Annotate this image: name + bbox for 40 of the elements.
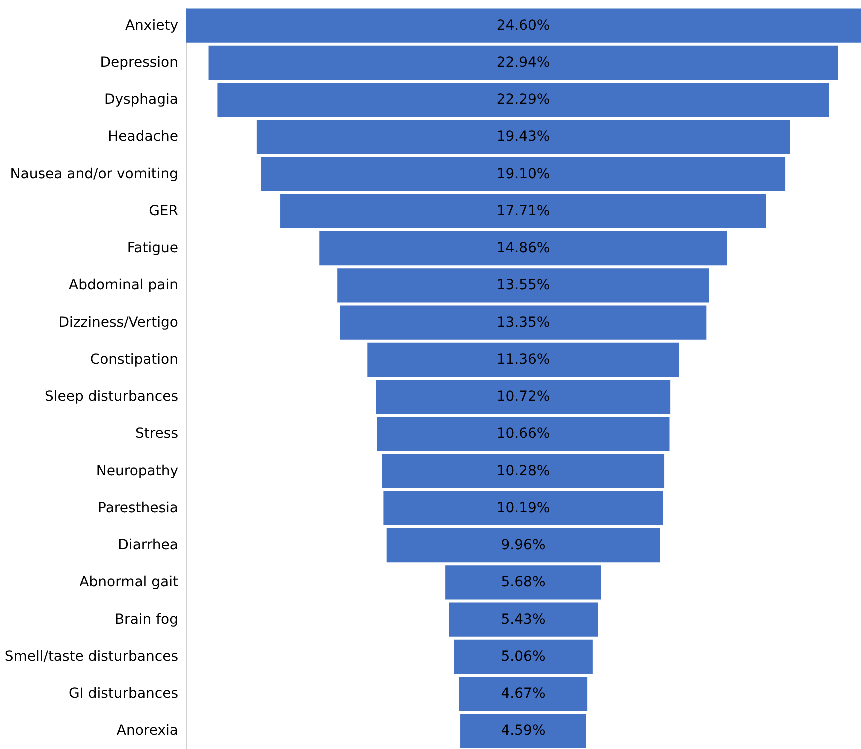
data-label: 19.43% — [496, 129, 550, 146]
category-label: Neuropathy — [96, 463, 178, 480]
category-label: Anorexia — [116, 723, 178, 740]
category-label: Stress — [135, 426, 178, 442]
data-label: 10.28% — [496, 463, 550, 480]
data-label: 4.67% — [501, 686, 546, 702]
data-label: 22.29% — [496, 92, 550, 108]
data-label: 9.96% — [501, 538, 546, 554]
category-label: Dizziness/Vertigo — [58, 314, 178, 331]
category-label: Paresthesia — [98, 500, 178, 516]
data-label: 19.10% — [496, 166, 550, 182]
data-label: 10.66% — [496, 426, 550, 442]
category-label: Abdominal pain — [69, 278, 178, 294]
data-label: 10.19% — [496, 500, 550, 516]
category-label: Constipation — [90, 352, 178, 368]
category-label: Headache — [108, 129, 178, 146]
category-label: Dysphagia — [104, 92, 178, 108]
category-label: Fatigue — [127, 240, 178, 257]
data-label: 5.06% — [501, 648, 546, 665]
category-label: GI disturbances — [68, 686, 178, 702]
category-label: Sleep disturbances — [45, 389, 178, 406]
data-label: 10.72% — [496, 389, 550, 406]
category-label: Brain fog — [114, 612, 178, 628]
data-label: 5.68% — [501, 574, 546, 591]
category-label: Diarrhea — [118, 538, 178, 554]
data-label: 5.43% — [501, 612, 546, 628]
category-label: Depression — [100, 54, 178, 71]
category-label: GER — [149, 203, 179, 220]
data-label: 13.55% — [496, 278, 550, 294]
category-label: Smell/taste disturbances — [4, 648, 178, 665]
data-label: 24.60% — [496, 18, 550, 34]
data-label: 17.71% — [496, 203, 550, 220]
category-label: Anxiety — [125, 18, 178, 34]
data-label: 4.59% — [501, 723, 546, 740]
data-label: 13.35% — [496, 314, 550, 331]
data-label: 22.94% — [496, 54, 550, 71]
category-label: Abnormal gait — [80, 574, 179, 591]
data-label: 14.86% — [496, 240, 550, 257]
category-label: Nausea and/or vomiting — [10, 166, 178, 182]
data-label: 11.36% — [496, 352, 550, 368]
